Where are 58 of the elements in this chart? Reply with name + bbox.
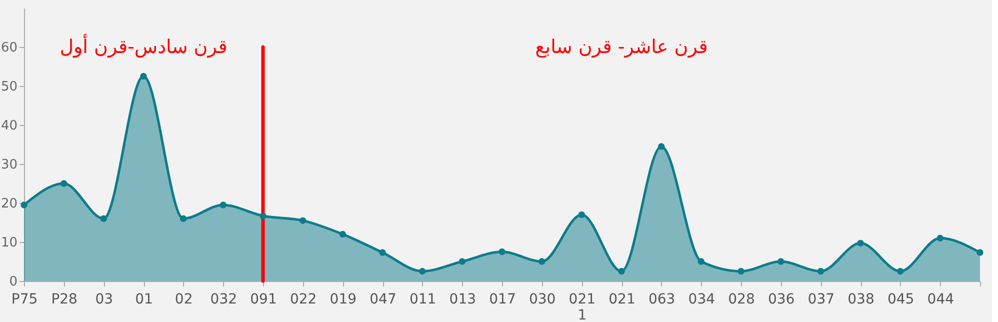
x-tick-label: 028	[728, 292, 755, 308]
point	[817, 268, 824, 275]
x-tick-label: 030	[528, 292, 556, 308]
x-tick-label: 011	[409, 292, 436, 308]
x-tick-label: 02	[174, 292, 193, 308]
y-tick-label: 0	[9, 274, 18, 290]
x-tick-label: P75	[11, 292, 38, 308]
point	[777, 258, 784, 265]
point	[60, 180, 68, 187]
x-tick-label: 038	[848, 292, 874, 308]
point	[538, 258, 546, 265]
annotation: قرن سادس-قرن أول	[60, 34, 228, 58]
y-tick-label: 10	[0, 236, 18, 250]
x-tick-label: 021	[608, 292, 636, 308]
annotation: قرن عاشر- قرن سابع	[535, 36, 708, 58]
y-tick-label: 20	[0, 196, 18, 212]
x-tick-label: 047	[370, 292, 396, 308]
x-tick-label: 045	[887, 292, 914, 308]
point	[698, 258, 705, 265]
x-tick-label: 017	[489, 292, 516, 308]
point	[180, 215, 187, 222]
x-tick-label: 03	[95, 292, 114, 308]
point	[140, 72, 147, 80]
point	[658, 143, 665, 150]
point	[857, 240, 864, 247]
point	[578, 211, 586, 218]
point	[936, 234, 944, 242]
point	[458, 258, 466, 265]
point	[299, 217, 306, 224]
x-tick-label: 01	[135, 292, 153, 308]
x-tick-label: 013	[449, 292, 476, 308]
x-tick-label: 019	[330, 292, 357, 308]
x-tick-label: 034	[688, 292, 716, 308]
x-tick-label: 021 1	[568, 292, 596, 322]
point	[220, 202, 227, 208]
x-tick-label: 036	[768, 292, 795, 308]
point	[100, 215, 108, 222]
point	[339, 230, 346, 238]
x-tick-label: 044	[927, 292, 954, 308]
point	[618, 268, 625, 275]
point	[498, 248, 506, 256]
point	[418, 268, 426, 275]
x-tick-label: 032	[210, 292, 238, 308]
y-tick-label: 30	[0, 158, 18, 172]
point	[896, 268, 904, 275]
point	[260, 212, 266, 220]
y-tick-label: 60	[0, 40, 18, 56]
y-tick-label: 50	[0, 80, 18, 94]
x-tick-label: 037	[808, 292, 835, 308]
x-tick-label: 063	[648, 292, 676, 308]
x-tick-label: 022	[290, 292, 317, 308]
point	[379, 249, 386, 256]
x-tick-label: 091	[250, 292, 277, 308]
x-tick-label: P28	[51, 292, 78, 308]
point	[976, 249, 984, 256]
point	[738, 268, 744, 275]
point	[20, 202, 28, 208]
y-tick-label: 40	[0, 118, 18, 134]
